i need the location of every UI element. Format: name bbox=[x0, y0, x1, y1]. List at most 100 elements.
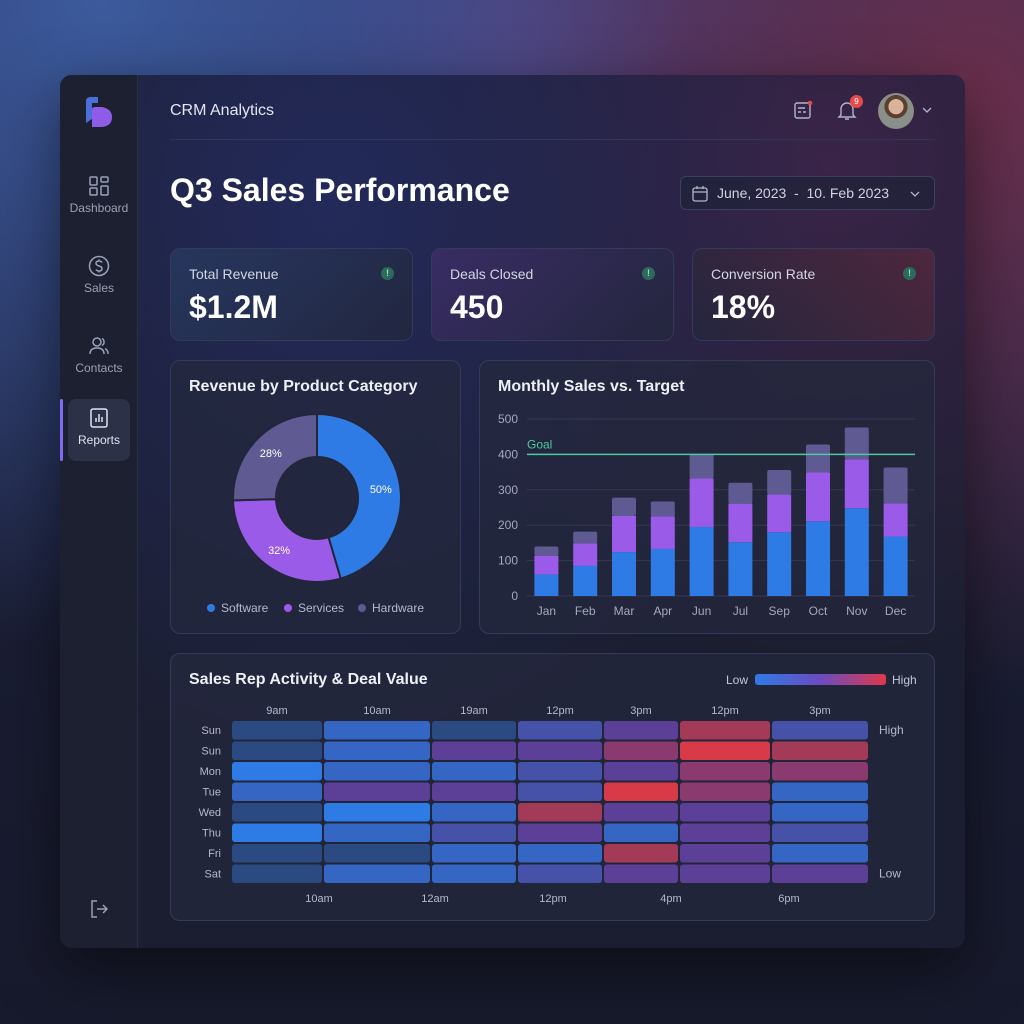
heatmap-cell bbox=[232, 762, 322, 781]
heatmap-cell bbox=[432, 762, 516, 781]
heatmap: 9am 10am 19am 12pm 3pm 12pm 3pm Sun Sun Mon Tue Wed… bbox=[199, 705, 904, 905]
heatmap-cell bbox=[232, 864, 322, 883]
kpi-card-conversion-rate: Conversion Rate 18% ! bbox=[692, 248, 935, 341]
bar-segment bbox=[767, 494, 792, 533]
app-window: Dashboard Sales Contacts Reports CRM Ana… bbox=[60, 75, 965, 948]
heatmap-cell bbox=[518, 823, 602, 842]
slice-label: 32% bbox=[268, 545, 290, 557]
heatmap-card: Sales Rep Activity & Deal Value Low High… bbox=[170, 653, 935, 921]
heatmap-cell bbox=[518, 721, 602, 740]
row-label: Thu bbox=[202, 828, 221, 840]
legend-services: Services bbox=[284, 601, 344, 615]
heatmap-cell bbox=[772, 844, 868, 863]
info-icon[interactable]: ! bbox=[642, 267, 655, 280]
x-tick-label: Mar bbox=[614, 604, 635, 618]
heatmap-cell bbox=[432, 823, 516, 842]
heatmap-cell bbox=[772, 864, 868, 883]
x-tick-label: Apr bbox=[653, 604, 672, 618]
heatmap-cell bbox=[772, 782, 868, 801]
heatmap-cell bbox=[604, 741, 678, 760]
kpi-value: 18% bbox=[711, 289, 776, 325]
column-label-top: 3pm bbox=[630, 705, 651, 717]
heatmap-cell bbox=[772, 721, 868, 740]
date-range-value: June, 2023 - 10. Feb 2023 bbox=[717, 185, 890, 201]
heatmap-cell bbox=[432, 782, 516, 801]
bar-segment bbox=[534, 574, 559, 596]
app-title: CRM Analytics bbox=[170, 102, 275, 119]
column-label-top: 9am bbox=[266, 705, 287, 717]
x-tick-label: Dec bbox=[885, 604, 906, 618]
sidebar-item-label: Reports bbox=[77, 433, 121, 447]
sidebar-item-reports[interactable]: Reports bbox=[60, 399, 130, 461]
logout-icon[interactable] bbox=[88, 898, 110, 920]
heatmap-cell bbox=[518, 844, 602, 863]
x-tick-label: Feb bbox=[575, 604, 596, 618]
column-label-top: 12pm bbox=[546, 705, 574, 717]
heatmap-cell bbox=[772, 803, 868, 822]
heatmap-cell bbox=[604, 782, 678, 801]
kpi-label: Total Revenue bbox=[189, 266, 279, 282]
x-tick-label: Nov bbox=[846, 604, 867, 618]
date-range-picker[interactable]: June, 2023 - 10. Feb 2023 bbox=[680, 176, 935, 210]
heatmap-cell bbox=[772, 762, 868, 781]
bar-segment bbox=[612, 552, 636, 596]
sidebar-item-sales[interactable]: Sales bbox=[68, 247, 130, 309]
y-tick-label: 100 bbox=[498, 554, 518, 568]
report-icon bbox=[90, 408, 108, 428]
legend-hardware: Hardware bbox=[358, 601, 424, 615]
avatar[interactable] bbox=[878, 93, 914, 129]
bar-segment bbox=[650, 501, 675, 517]
info-icon[interactable]: ! bbox=[903, 267, 916, 280]
bar-segment bbox=[844, 427, 869, 460]
heatmap-cell bbox=[518, 864, 602, 883]
sidebar-item-contacts[interactable]: Contacts bbox=[68, 327, 130, 389]
bar-segment bbox=[573, 543, 598, 566]
row-label: Wed bbox=[199, 807, 221, 819]
bar-segment bbox=[534, 555, 559, 575]
y-tick-label: 300 bbox=[498, 483, 518, 497]
legend-dot bbox=[207, 604, 215, 612]
heatmap-cell bbox=[324, 803, 430, 822]
heatmap-cell bbox=[232, 721, 322, 740]
slice-label: 28% bbox=[260, 448, 282, 460]
sidebar-item-label: Contacts bbox=[75, 361, 123, 375]
heatmap-cell bbox=[518, 803, 602, 822]
kpi-value: $1.2M bbox=[189, 289, 278, 325]
heatmap-cell bbox=[772, 741, 868, 760]
y-tick-label: 400 bbox=[498, 447, 518, 461]
heatmap-cell bbox=[680, 741, 770, 760]
scale-label-low: Low bbox=[879, 867, 901, 881]
bar-segment bbox=[689, 454, 714, 479]
chevron-down-icon[interactable] bbox=[922, 106, 932, 114]
x-tick-label: Jan bbox=[537, 604, 556, 618]
heatmap-cell bbox=[324, 782, 430, 801]
users-icon bbox=[89, 337, 109, 355]
legend-software: Software bbox=[207, 601, 268, 615]
bar-segment bbox=[650, 548, 675, 596]
heatmap-cell bbox=[680, 844, 770, 863]
sidebar-item-dashboard[interactable]: Dashboard bbox=[68, 167, 130, 229]
scale-low-label: Low bbox=[726, 673, 749, 687]
bar-segment bbox=[689, 478, 714, 527]
header-divider bbox=[170, 139, 935, 140]
bar-segment bbox=[573, 531, 598, 544]
heatmap-cell bbox=[604, 823, 678, 842]
heatmap-cell bbox=[604, 762, 678, 781]
bell-icon[interactable] bbox=[836, 99, 858, 121]
row-label: Sat bbox=[204, 869, 221, 881]
heatmap-cell bbox=[324, 864, 430, 883]
slice-label: 50% bbox=[370, 484, 392, 496]
bar-segment bbox=[689, 526, 714, 596]
bar-segment bbox=[806, 521, 830, 596]
heatmap-cell bbox=[518, 762, 602, 781]
bar-segment bbox=[767, 469, 792, 495]
info-icon[interactable]: ! bbox=[381, 267, 394, 280]
donut-slice-services bbox=[232, 498, 342, 583]
heatmap-cell bbox=[232, 741, 322, 760]
messages-icon[interactable] bbox=[792, 99, 814, 121]
heatmap-cell bbox=[232, 803, 322, 822]
legend-dot bbox=[284, 604, 292, 612]
row-label: Mon bbox=[200, 766, 221, 778]
sidebar-item-label: Dashboard bbox=[69, 201, 129, 215]
heatmap-cell bbox=[680, 721, 770, 740]
